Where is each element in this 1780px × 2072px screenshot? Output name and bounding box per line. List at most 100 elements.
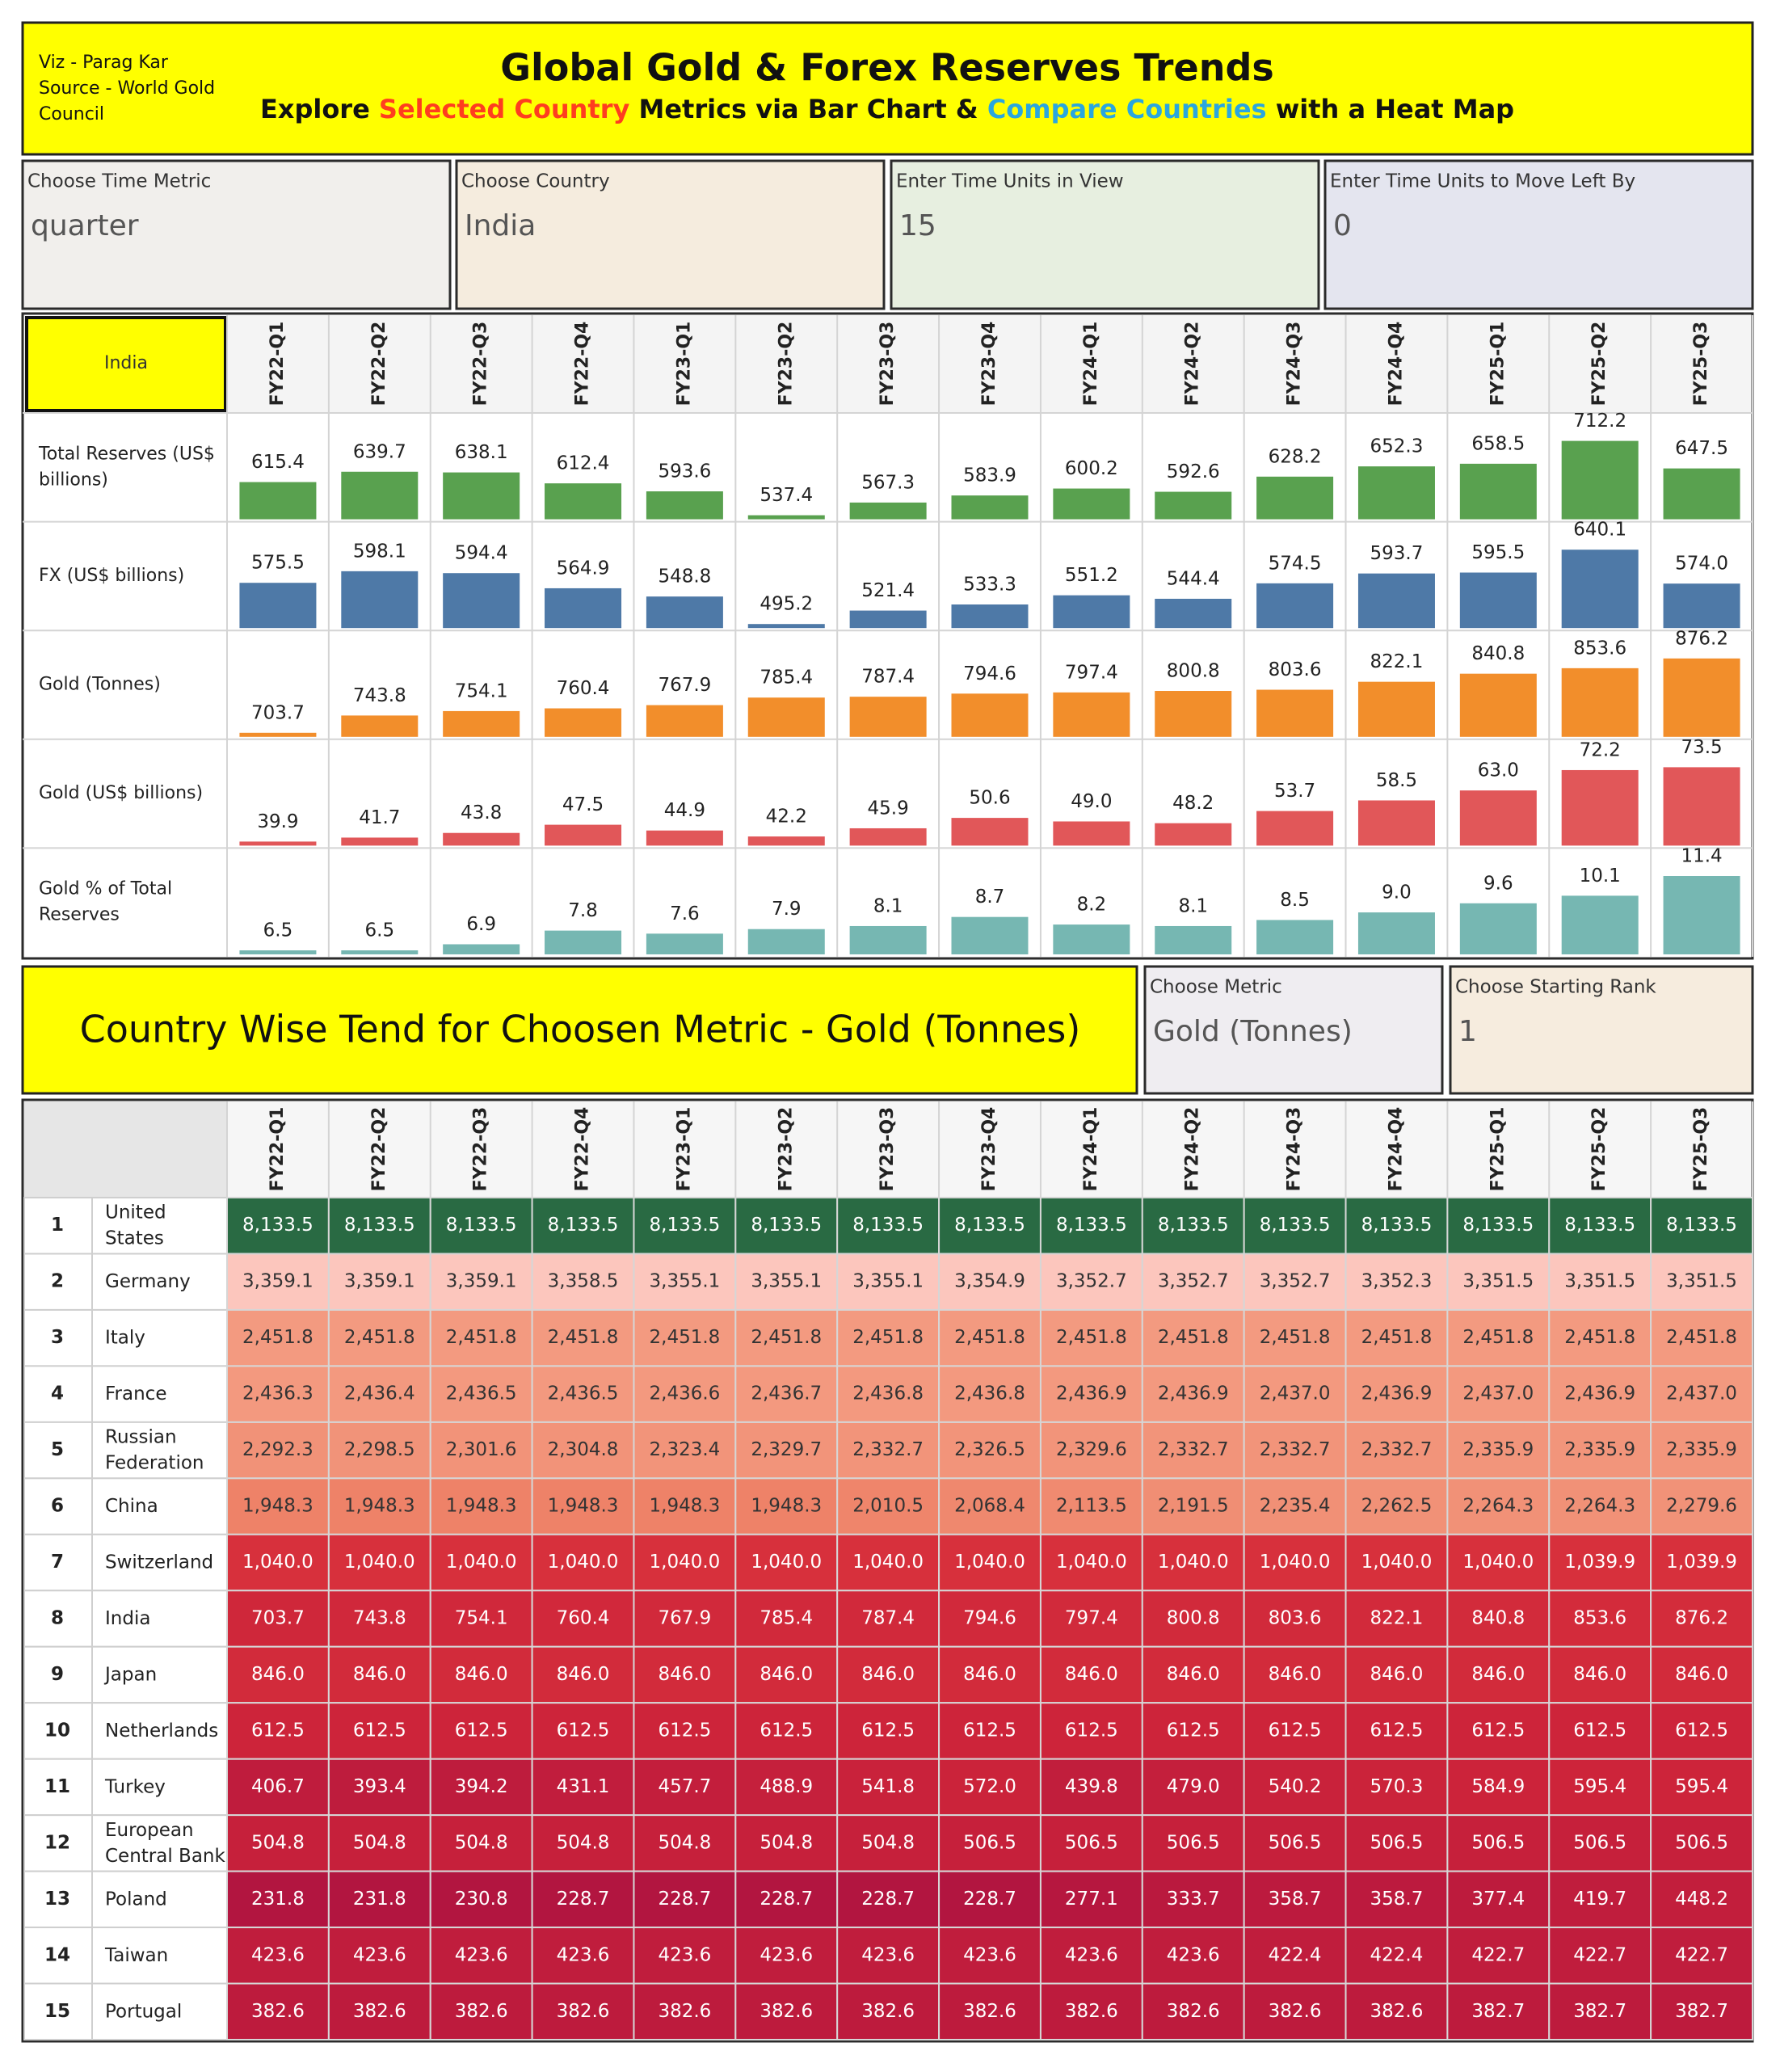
rank: 13 [44, 1889, 70, 1910]
heatmap-cell [1446, 1645, 1551, 1704]
heatmap-value: 2,436.8 [954, 1383, 1025, 1404]
heatmap-value: 1,948.3 [650, 1496, 721, 1517]
heatmap-value: 422.4 [1269, 1944, 1322, 1965]
heatmap-value: 767.9 [658, 1608, 711, 1629]
heatmap-value: 1,040.0 [242, 1552, 313, 1573]
heatmap-cell [531, 1253, 635, 1311]
control-label[interactable]: Choose Starting Rank [1455, 977, 1656, 998]
control-value[interactable]: 15 [899, 209, 936, 242]
control[interactable]: Choose Time Metric quarter [21, 159, 452, 310]
heatmap-value: 504.8 [861, 1832, 915, 1853]
control[interactable]: Enter Time Units in View 15 [890, 159, 1320, 310]
rank: 7 [51, 1552, 64, 1573]
bar [1663, 876, 1740, 954]
bar [1561, 440, 1639, 520]
heatmap-cell [531, 1308, 635, 1367]
heatmap-cell [938, 1308, 1041, 1367]
period-label: FY22-Q1 [267, 1107, 288, 1192]
control-value[interactable]: Gold (Tonnes) [1153, 1015, 1353, 1048]
heatmap-value: 394.2 [455, 1776, 508, 1797]
period-label: FY22-Q1 [267, 322, 288, 406]
row-header [23, 1477, 228, 1535]
heatmap-value: 382.7 [1675, 2001, 1728, 2022]
heatmap-cell [1548, 1927, 1652, 1985]
bar-value-label: 9.6 [1483, 873, 1513, 894]
control-label[interactable]: Enter Time Units to Move Left By [1330, 171, 1635, 192]
bar-value-label: 803.6 [1269, 659, 1322, 680]
heatmap-cell [1141, 1365, 1245, 1423]
control-box[interactable] [21, 159, 452, 310]
control-label[interactable]: Choose Time Metric [27, 171, 211, 192]
control-box[interactable] [1143, 965, 1444, 1095]
bar [951, 916, 1029, 954]
rank: 2 [51, 1271, 64, 1292]
bar-value-label: 638.1 [455, 442, 508, 463]
heatmap-value: 800.8 [1167, 1608, 1220, 1629]
heatmap-cell [1446, 1814, 1551, 1872]
bar [1155, 598, 1232, 629]
heatmap-value: 2,451.8 [954, 1327, 1025, 1348]
period-label: FY22-Q4 [573, 322, 593, 406]
heatmap-value: 423.6 [1065, 1944, 1118, 1965]
country-label: Italy [105, 1327, 145, 1348]
control[interactable]: Choose Country India [455, 159, 886, 310]
heatmap-value: 846.0 [1065, 1664, 1118, 1685]
heatmap-cell [1039, 1982, 1143, 2041]
control-label[interactable]: Choose Metric [1150, 977, 1282, 998]
row-header [23, 1702, 228, 1760]
control-value[interactable]: quarter [31, 209, 139, 242]
bar [1459, 463, 1537, 520]
heatmap-cell [531, 1870, 635, 1929]
control-box[interactable] [455, 159, 886, 310]
control-label[interactable]: Choose Country [461, 171, 610, 192]
heatmap-value: 853.6 [1573, 1608, 1626, 1629]
control-value[interactable]: 0 [1333, 209, 1352, 242]
control-label[interactable]: Enter Time Units in View [896, 171, 1124, 192]
period-label: FY23-Q1 [674, 1107, 694, 1192]
control-value[interactable]: India [465, 209, 536, 242]
bar [341, 950, 419, 954]
bar [443, 944, 520, 954]
heatmap-cell [836, 1645, 940, 1704]
dashboard-subtitle: Explore Selected Country Metrics via Bar… [260, 94, 1514, 124]
bar [1663, 468, 1740, 520]
bar-value-label: 600.2 [1065, 458, 1118, 479]
control-box[interactable] [1449, 965, 1754, 1095]
heatmap-value: 448.2 [1675, 1889, 1728, 1910]
heatmap-value: 2,451.8 [1462, 1327, 1534, 1348]
heatmap-value: 8,133.5 [446, 1215, 517, 1236]
bar [239, 841, 317, 846]
control-value[interactable]: 1 [1458, 1015, 1477, 1048]
heatmap-value: 422.7 [1675, 1944, 1728, 1965]
heatmap-value: 504.8 [455, 1832, 508, 1853]
heatmap-value: 228.7 [760, 1889, 813, 1910]
control[interactable]: Choose Starting Rank 1 [1449, 965, 1754, 1095]
period-label: FY24-Q1 [1081, 322, 1101, 406]
heatmap-value: 506.5 [963, 1832, 1016, 1853]
metric-label: FX (US$ billions) [39, 566, 184, 586]
heatmap-cell [1141, 1814, 1245, 1872]
heatmap-cell [1344, 1982, 1449, 2041]
control-box[interactable] [890, 159, 1320, 310]
heatmap-value: 479.0 [1167, 1776, 1220, 1797]
heatmap-value: 393.4 [353, 1776, 406, 1797]
heatmap-cell [633, 1197, 737, 1255]
heatmap-value: 382.6 [760, 2001, 813, 2022]
heatmap-cell [633, 1870, 737, 1929]
heatmap-value: 2,329.6 [1056, 1439, 1127, 1460]
heatmap-cell [1446, 1197, 1551, 1255]
period-label: FY24-Q1 [1081, 1107, 1101, 1192]
heatmap-value: 8,133.5 [548, 1215, 619, 1236]
heatmap-value: 2,301.6 [446, 1439, 517, 1460]
control[interactable]: Enter Time Units to Move Left By 0 [1323, 159, 1754, 310]
bar-value-label: 11.4 [1681, 846, 1722, 867]
control-box[interactable] [1323, 159, 1754, 310]
country-name: India [104, 353, 148, 373]
heatmap-cell [226, 1870, 330, 1929]
bar [1561, 769, 1639, 846]
row-header [23, 1308, 228, 1367]
control[interactable]: Choose Metric Gold (Tonnes) [1143, 965, 1444, 1095]
heatmap-cell [1243, 1982, 1347, 2041]
rank: 9 [51, 1664, 64, 1685]
